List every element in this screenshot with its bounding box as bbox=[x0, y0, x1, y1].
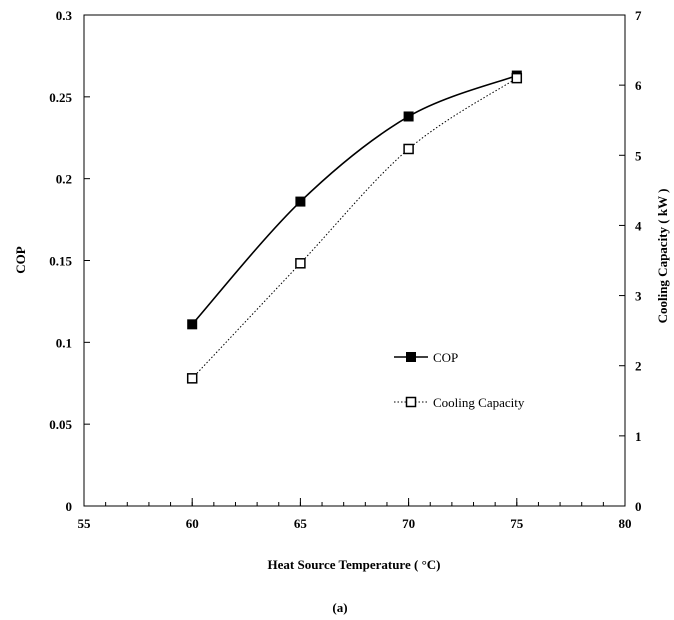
y2-tick-label: 5 bbox=[635, 148, 642, 163]
x-tick-label: 65 bbox=[294, 516, 308, 531]
y-tick-label: 0.05 bbox=[49, 417, 72, 432]
data-point-cooling-capacity bbox=[512, 74, 521, 83]
x-minor-ticks bbox=[84, 502, 625, 506]
x-tick-label: 80 bbox=[619, 516, 632, 531]
legend: COP Cooling Capacity bbox=[394, 350, 525, 410]
y-tick-label: 0.25 bbox=[49, 90, 72, 105]
y-axis-label: COP bbox=[13, 246, 28, 274]
series-line-cooling-capacity bbox=[192, 78, 517, 378]
y2-axis-ticks: 0 1 2 3 4 5 6 7 bbox=[619, 8, 642, 514]
y2-tick-label: 0 bbox=[635, 499, 642, 514]
y2-tick-label: 3 bbox=[635, 289, 642, 304]
y2-tick-label: 6 bbox=[635, 78, 642, 93]
legend-capacity-marker bbox=[407, 398, 416, 407]
y-tick-label: 0.3 bbox=[56, 8, 73, 23]
x-axis-ticks: 55 60 65 70 75 80 bbox=[78, 498, 632, 531]
y2-tick-label: 2 bbox=[635, 359, 642, 374]
y2-tick-label: 1 bbox=[635, 429, 642, 444]
data-point-cop bbox=[404, 111, 414, 121]
data-point-cop bbox=[187, 319, 197, 329]
x-tick-label: 75 bbox=[510, 516, 524, 531]
data-point-cooling-capacity bbox=[404, 144, 413, 153]
data-point-cooling-capacity bbox=[188, 374, 197, 383]
x-axis-label: Heat Source Temperature ( °C) bbox=[268, 557, 441, 572]
y2-tick-label: 4 bbox=[635, 218, 642, 233]
y2-axis-label: Cooling Capacity ( kW ) bbox=[655, 189, 670, 324]
y-tick-label: 0.15 bbox=[49, 254, 72, 269]
legend-capacity-label: Cooling Capacity bbox=[433, 395, 525, 410]
series-line-cop bbox=[192, 76, 517, 325]
y2-tick-label: 7 bbox=[635, 8, 642, 23]
legend-cop-label: COP bbox=[433, 350, 458, 365]
y-tick-label: 0.2 bbox=[56, 172, 72, 187]
y-tick-label: 0.1 bbox=[56, 335, 72, 350]
series-layer bbox=[187, 71, 522, 383]
legend-cop-marker bbox=[406, 352, 416, 362]
x-tick-label: 55 bbox=[78, 516, 92, 531]
data-point-cop bbox=[295, 197, 305, 207]
x-tick-label: 60 bbox=[186, 516, 199, 531]
y-tick-label: 0 bbox=[66, 499, 73, 514]
x-tick-label: 70 bbox=[402, 516, 415, 531]
figure-caption: (a) bbox=[332, 600, 347, 615]
data-point-cooling-capacity bbox=[296, 259, 305, 268]
plot-frame bbox=[84, 15, 625, 506]
